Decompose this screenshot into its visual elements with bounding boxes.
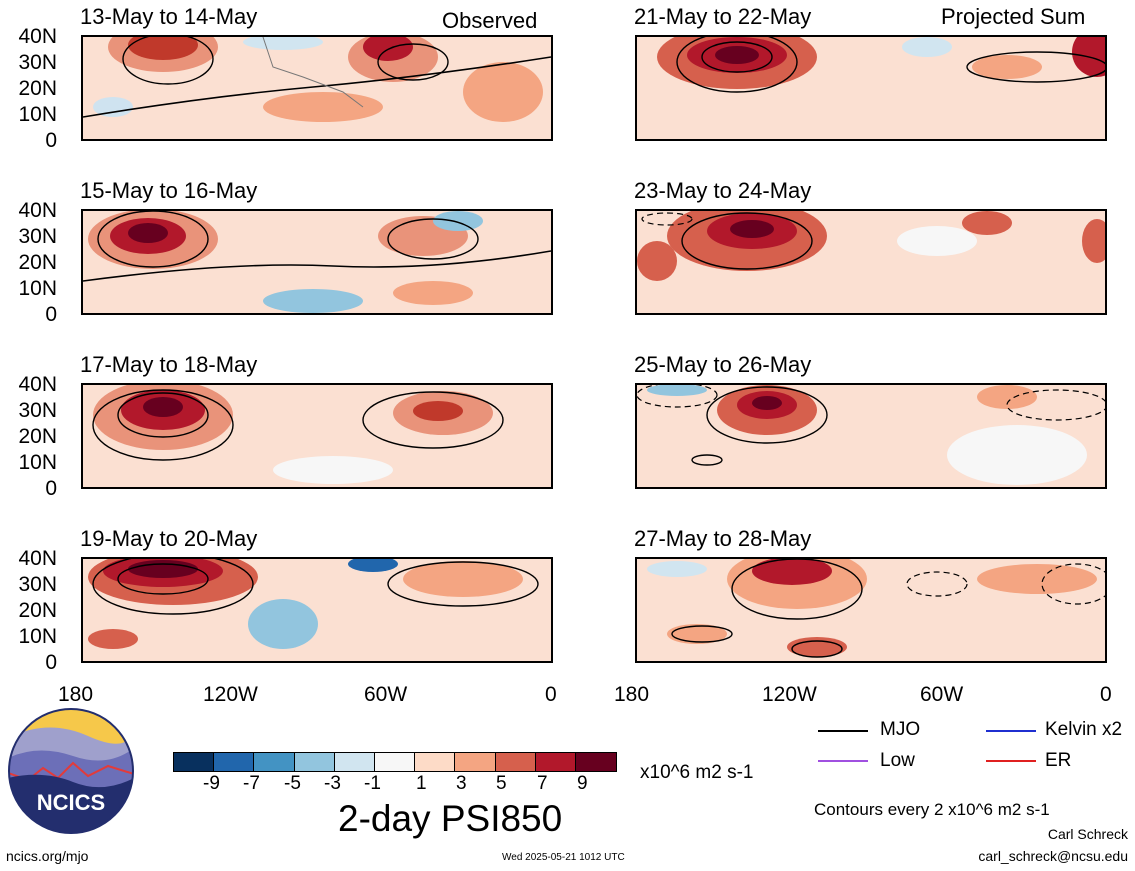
map-panel-4 [81, 557, 553, 663]
map-panel-5 [635, 35, 1107, 141]
logo-text: NCICS [37, 790, 105, 815]
lat-label: 10N [18, 277, 57, 300]
colorbar-swatch [415, 753, 456, 771]
colorbar-swatch [374, 753, 416, 771]
colorbar-tick: 9 [577, 773, 588, 794]
colorbar-tick: 3 [456, 773, 467, 794]
map-panel-8 [635, 557, 1107, 663]
lat-label: 40N [18, 25, 57, 48]
observed-tag: Observed [442, 8, 538, 33]
panel-title-6: 23-May to 24-May [634, 178, 812, 203]
website: ncics.org/mjo [6, 848, 89, 864]
map-panel-1 [81, 35, 553, 141]
projected-sum-tag: Projected Sum [941, 4, 1086, 29]
lon-label-left: 0 [545, 683, 557, 706]
panel-title-1: 13-May to 14-May [80, 4, 258, 29]
lat-label: 20N [18, 599, 57, 622]
lat-label: 0 [45, 303, 57, 326]
colorbar [173, 752, 618, 772]
colorbar-tick: -9 [203, 773, 220, 794]
lat-label: 20N [18, 425, 57, 448]
panel-title-7: 25-May to 26-May [634, 352, 812, 377]
lat-label: 10N [18, 103, 57, 126]
lat-label: 40N [18, 373, 57, 396]
colorbar-swatch [294, 753, 335, 771]
legend-line-er [986, 760, 1036, 762]
colorbar-units: x10^6 m2 s-1 [640, 762, 754, 783]
legend-line-low [818, 760, 868, 762]
lat-label: 10N [18, 451, 57, 474]
colorbar-tick: -7 [243, 773, 260, 794]
lat-label: 30N [18, 399, 57, 422]
lon-label-left: 60W [364, 683, 408, 706]
author: Carl Schreck [1047, 826, 1128, 842]
colorbar-swatch [214, 753, 255, 771]
lat-label: 30N [18, 51, 57, 74]
lon-label-right: 120W [762, 683, 817, 706]
timestamp: Wed 2025-05-21 1012 UTC [502, 852, 625, 863]
lat-label: 30N [18, 573, 57, 596]
email: carl_schreck@ncsu.edu [978, 848, 1128, 864]
colorbar-tick: 1 [416, 773, 427, 794]
legend-label-low: Low [880, 750, 915, 771]
legend-line-kelvin [986, 730, 1036, 732]
panel-title-8: 27-May to 28-May [634, 526, 812, 551]
legend-label-mjo: MJO [880, 719, 921, 740]
colorbar-tick: -5 [284, 773, 301, 794]
contour-note: Contours every 2 x10^6 m2 s-1 [814, 800, 1050, 819]
panel-title-5: 21-May to 22-May [634, 4, 812, 29]
colorbar-swatch [334, 753, 375, 771]
panel-title-4: 19-May to 20-May [80, 526, 258, 551]
map-panel-3 [81, 383, 553, 489]
lon-label-left: 120W [203, 683, 258, 706]
colorbar-swatch [455, 753, 496, 771]
legend-label-er: ER [1045, 750, 1072, 771]
lat-label: 30N [18, 225, 57, 248]
colorbar-swatch [495, 753, 536, 771]
panel-title-3: 17-May to 18-May [80, 352, 258, 377]
main-title: 2-day PSI850 [338, 798, 563, 839]
colorbar-swatch [535, 753, 576, 771]
lat-label: 0 [45, 651, 57, 674]
lat-label: 40N [18, 547, 57, 570]
colorbar-tick: -1 [364, 773, 381, 794]
legend-line-mjo [818, 730, 868, 732]
lat-label: 40N [18, 199, 57, 222]
map-panel-2 [81, 209, 553, 315]
lon-label-left: 180 [58, 683, 94, 706]
lat-label: 10N [18, 625, 57, 648]
ncics-logo: NCICS [8, 708, 134, 834]
lon-label-right: 0 [1100, 683, 1112, 706]
lat-label: 0 [45, 477, 57, 500]
lat-label: 20N [18, 77, 57, 100]
colorbar-tick: 7 [537, 773, 548, 794]
lat-label: 20N [18, 251, 57, 274]
map-panel-6 [635, 209, 1107, 315]
colorbar-swatch [254, 753, 295, 771]
colorbar-tick: -3 [324, 773, 341, 794]
map-panel-7 [635, 383, 1107, 489]
panel-title-2: 15-May to 16-May [80, 178, 258, 203]
colorbar-swatch [575, 753, 617, 771]
lat-label: 0 [45, 129, 57, 152]
legend-label-kelvin: Kelvin x2 [1045, 719, 1123, 740]
lon-label-right: 180 [614, 683, 650, 706]
colorbar-tick: 5 [496, 773, 507, 794]
lon-label-right: 60W [920, 683, 964, 706]
colorbar-swatch [174, 753, 215, 771]
